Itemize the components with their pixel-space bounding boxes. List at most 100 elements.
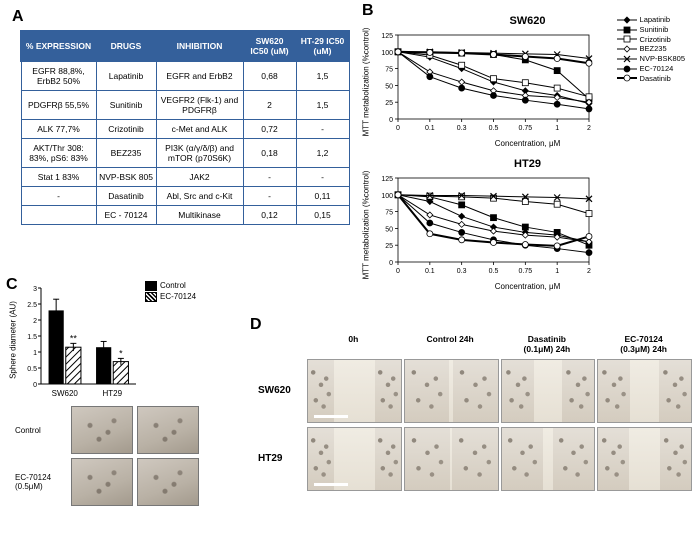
wound-image bbox=[404, 427, 499, 491]
svg-text:1.5: 1.5 bbox=[27, 334, 37, 341]
panel-c-barchart-wrap: Sphere diameter (AU) 00.511.522.53**SW62… bbox=[15, 280, 245, 400]
table-cell: ALK 77,7% bbox=[21, 120, 96, 139]
svg-text:1: 1 bbox=[555, 125, 559, 132]
table-header: DRUGS bbox=[96, 31, 156, 61]
table-cell: EC - 70124 bbox=[96, 206, 156, 225]
svg-text:0.1: 0.1 bbox=[425, 268, 435, 275]
table-header: INHIBITION bbox=[156, 31, 243, 61]
panel-d-row-label: HT29 bbox=[258, 453, 303, 464]
table-header: % EXPRESSION bbox=[21, 31, 96, 61]
svg-text:75: 75 bbox=[385, 67, 393, 74]
chart-sw620-title: SW620 bbox=[370, 15, 685, 27]
svg-text:125: 125 bbox=[381, 33, 393, 40]
svg-text:0: 0 bbox=[396, 268, 400, 275]
table-cell: Abl, Src and c-Kit bbox=[156, 187, 243, 206]
svg-text:50: 50 bbox=[385, 226, 393, 233]
chart-ht29-ylabel: MTT metabolization (%control) bbox=[362, 170, 371, 279]
chart-ht29: HT29 MTT metabolization (%control) 02550… bbox=[370, 158, 685, 291]
table-cell: 0,18 bbox=[243, 139, 296, 168]
table-cell: 1,2 bbox=[296, 139, 349, 168]
panel-d-col-label: EC-70124 (0.3μM) 24h bbox=[597, 335, 690, 355]
wound-image bbox=[307, 359, 402, 423]
table-header: HT-29 IC50 (uM) bbox=[296, 31, 349, 61]
sphere-thumb bbox=[137, 458, 199, 506]
panel-label-a: A bbox=[12, 8, 24, 26]
table-cell bbox=[21, 206, 96, 225]
svg-text:0.3: 0.3 bbox=[457, 125, 467, 132]
svg-text:100: 100 bbox=[381, 193, 393, 200]
panel-d-row-label: SW620 bbox=[258, 385, 303, 396]
svg-text:2: 2 bbox=[587, 268, 591, 275]
panel-d-col-label: Dasatinib (0.1μM) 24h bbox=[501, 335, 594, 355]
svg-text:1: 1 bbox=[555, 268, 559, 275]
chart-sw620-svg: 025507510012500.10.30.50.7512 bbox=[370, 29, 595, 137]
table-cell: Dasatinib bbox=[96, 187, 156, 206]
table-cell: 0,12 bbox=[243, 206, 296, 225]
svg-text:0: 0 bbox=[33, 382, 37, 389]
svg-text:2.5: 2.5 bbox=[27, 302, 37, 309]
svg-text:0.5: 0.5 bbox=[27, 366, 37, 373]
table-cell: 0,11 bbox=[296, 187, 349, 206]
chart-ht29-xlabel: Concentration, μM bbox=[370, 282, 685, 291]
svg-text:HT29: HT29 bbox=[102, 389, 122, 398]
svg-text:0.75: 0.75 bbox=[519, 268, 533, 275]
svg-text:SW620: SW620 bbox=[52, 389, 79, 398]
svg-text:2: 2 bbox=[33, 318, 37, 325]
table-cell: EGFR and ErbB2 bbox=[156, 61, 243, 91]
chart-sw620-xlabel: Concentration, μM bbox=[370, 139, 685, 148]
table-cell: 2 bbox=[243, 91, 296, 120]
svg-text:*: * bbox=[119, 348, 123, 358]
svg-text:75: 75 bbox=[385, 210, 393, 217]
chart-ht29-svg: 0 25 50 75 100 125 0 0.1 0.3 0.5 0.75 1 2 bbox=[370, 172, 595, 280]
panel-c-barchart: 0 0.5 1 1.5 2 2.5 3 ** SW620 * HT29 bbox=[15, 280, 140, 400]
table-cell: Multikinase bbox=[156, 206, 243, 225]
sphere-thumb bbox=[137, 406, 199, 454]
thumb-row-label: Control bbox=[15, 426, 65, 435]
panel-a-table-wrap: % EXPRESSIONDRUGSINHIBITIONSW620 IC50 (u… bbox=[20, 30, 350, 225]
svg-text:100: 100 bbox=[381, 50, 393, 57]
svg-text:0.5: 0.5 bbox=[489, 125, 499, 132]
svg-text:0.3: 0.3 bbox=[457, 268, 467, 275]
panel-c-ylabel: Sphere diameter (AU) bbox=[9, 301, 18, 379]
thumb-row-label: EC-70124 (0.5μM) bbox=[15, 473, 65, 491]
svg-text:125: 125 bbox=[381, 176, 393, 183]
svg-text:25: 25 bbox=[385, 243, 393, 250]
sphere-thumb bbox=[71, 406, 133, 454]
sphere-thumb bbox=[71, 458, 133, 506]
svg-text:3: 3 bbox=[33, 286, 37, 293]
wound-image bbox=[501, 359, 596, 423]
panel-label-d: D bbox=[250, 316, 262, 334]
table-cell: 0,68 bbox=[243, 61, 296, 91]
table-row: ALK 77,7%Crizotinibc-Met and ALK0,72- bbox=[21, 120, 349, 139]
svg-text:0: 0 bbox=[389, 117, 393, 124]
svg-text:2: 2 bbox=[587, 125, 591, 132]
figure-root: A B C D % EXPRESSIONDRUGSINHIBITIONSW620… bbox=[0, 0, 700, 545]
svg-text:**: ** bbox=[70, 333, 78, 343]
chart-sw620-ylabel: MTT metabolization (%control) bbox=[362, 27, 371, 136]
svg-text:0.1: 0.1 bbox=[425, 125, 435, 132]
table-cell: Lapatinib bbox=[96, 61, 156, 91]
wound-image bbox=[501, 427, 596, 491]
table-header: SW620 IC50 (uM) bbox=[243, 31, 296, 61]
panel-a-table: % EXPRESSIONDRUGSINHIBITIONSW620 IC50 (u… bbox=[20, 30, 350, 225]
svg-text:0: 0 bbox=[389, 260, 393, 267]
svg-text:0.5: 0.5 bbox=[489, 268, 499, 275]
table-cell: 1,5 bbox=[296, 61, 349, 91]
table-cell: 0,72 bbox=[243, 120, 296, 139]
table-row: Stat 1 83%NVP-BSK 805JAK2-- bbox=[21, 168, 349, 187]
table-cell: - bbox=[243, 168, 296, 187]
wound-image bbox=[307, 427, 402, 491]
table-cell: NVP-BSK 805 bbox=[96, 168, 156, 187]
table-cell: Sunitinib bbox=[96, 91, 156, 120]
chart-ht29-title: HT29 bbox=[370, 158, 685, 170]
panel-c: Control EC-70124 Sphere diameter (AU) 00… bbox=[15, 280, 245, 506]
table-cell: EGFR 88,8%, ErbB2 50% bbox=[21, 61, 96, 91]
table-cell: BEZ235 bbox=[96, 139, 156, 168]
panel-d-col-label: Control 24h bbox=[404, 335, 497, 355]
panel-d-col-labels: 0hControl 24hDasatinib (0.1μM) 24hEC-701… bbox=[258, 335, 690, 355]
panel-c-thumbnails: Control EC-70124 (0.5μM) bbox=[15, 406, 245, 506]
svg-text:1: 1 bbox=[33, 350, 37, 357]
table-row: EGFR 88,8%, ErbB2 50%LapatinibEGFR and E… bbox=[21, 61, 349, 91]
table-cell: - bbox=[243, 187, 296, 206]
table-row: -DasatinibAbl, Src and c-Kit-0,11 bbox=[21, 187, 349, 206]
